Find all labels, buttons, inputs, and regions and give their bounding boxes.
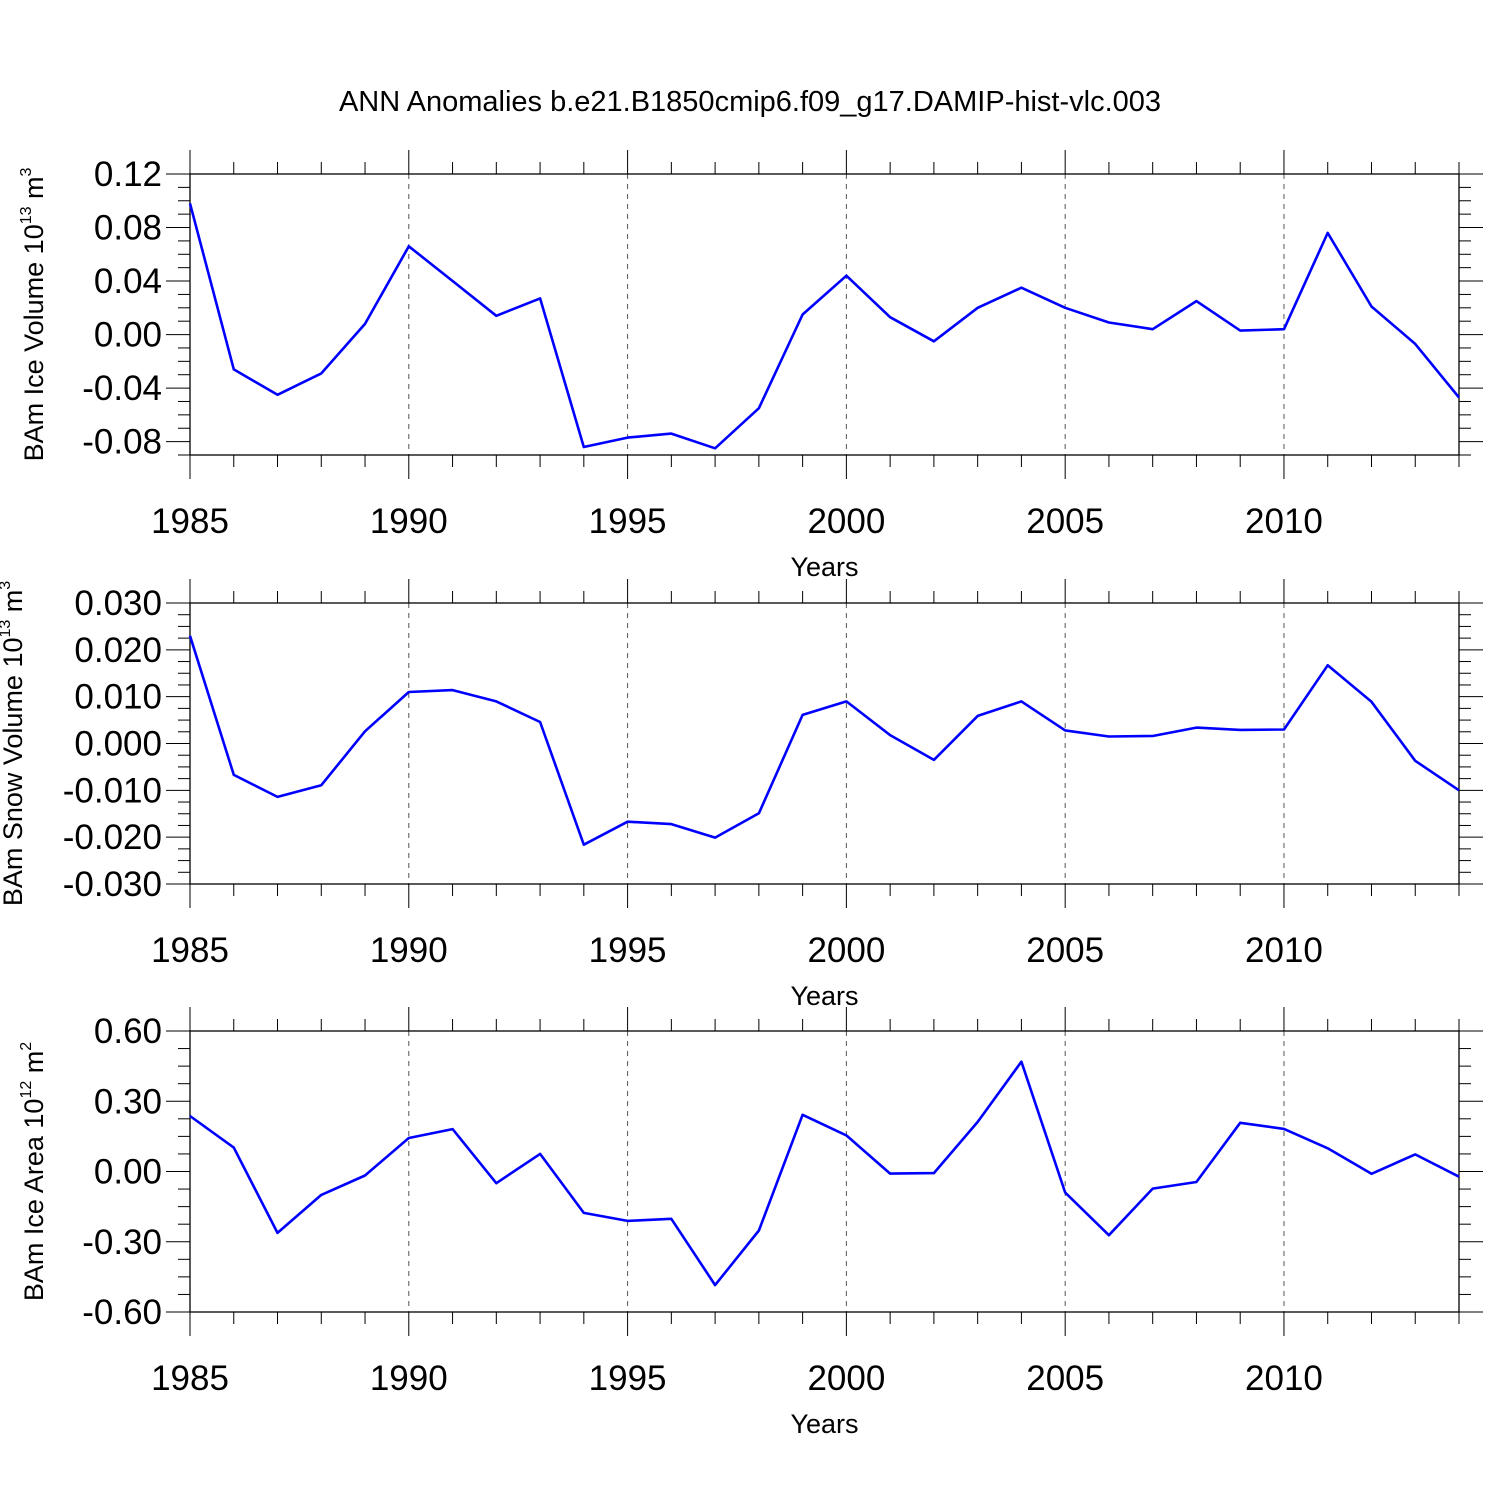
x-tick-label: 2005 — [1026, 1359, 1104, 1398]
x-axis-label: Years — [790, 981, 858, 1011]
y-tick-label: -0.030 — [63, 865, 162, 904]
x-tick-label: 1985 — [151, 502, 229, 541]
y-tick-label: 0.08 — [94, 209, 162, 248]
y-tick-label: 0.12 — [94, 155, 162, 194]
panel-1: 1985 1990 1995 2000 2005 2010 Years -0.08 -0.04 0… — [18, 150, 1483, 582]
panel-2: 1985 1990 1995 2000 2005 2010 Years -0.030 -0.02… — [0, 579, 1483, 1011]
y-tick-label: 0.030 — [74, 584, 162, 623]
x-axis-label: Years — [790, 1409, 858, 1439]
x-tick-label: 1985 — [151, 1359, 229, 1398]
x-tick-label: 2000 — [807, 502, 885, 541]
y-tick-label: -0.30 — [82, 1223, 162, 1262]
y-tick-label: 0.60 — [94, 1012, 162, 1051]
y-tick-label: -0.60 — [82, 1293, 162, 1332]
x-tick-label: 2010 — [1245, 931, 1323, 970]
x-tick-label: 2010 — [1245, 502, 1323, 541]
x-tick-label: 1995 — [589, 502, 667, 541]
x-tick-label: 2005 — [1026, 502, 1104, 541]
chart-title: ANN Anomalies b.e21.B1850cmip6.f09_g17.D… — [339, 86, 1161, 118]
plot-frame — [189, 173, 1460, 456]
y-tick-label: -0.010 — [63, 771, 162, 810]
y-tick-label: -0.04 — [82, 369, 162, 408]
x-tick-label: 1995 — [589, 1359, 667, 1398]
y-tick-label: 0.010 — [74, 678, 162, 717]
series-line — [188, 635, 1460, 847]
panel-3: 1985 1990 1995 2000 2005 2010 Years -0.60 -0.30 0… — [18, 1007, 1483, 1439]
x-tick-label: 1990 — [370, 931, 448, 970]
y-axis-label: BAm Ice Area 1012 m2 — [18, 1042, 49, 1301]
y-axis-label: BAm Snow Volume 1013 m3 — [0, 581, 28, 906]
x-axis-label: Years — [790, 552, 858, 582]
series-line — [188, 203, 1461, 450]
y-axis-label: BAm Ice Volume 1013 m3 — [18, 167, 49, 461]
x-tick-label: 2000 — [807, 1359, 885, 1398]
plot-frame — [189, 602, 1460, 885]
x-tick-label: 2010 — [1245, 1359, 1323, 1398]
y-tick-label: 0.020 — [74, 631, 162, 670]
y-tick-label: 0.00 — [94, 1153, 162, 1192]
x-tick-label: 1990 — [370, 1359, 448, 1398]
series-line — [189, 1060, 1460, 1287]
y-tick-label: 0.04 — [94, 262, 162, 301]
y-tick-label: 0.000 — [74, 725, 162, 764]
y-tick-label: 0.00 — [94, 316, 162, 355]
y-tick-label: -0.020 — [63, 818, 162, 857]
x-tick-label: 2000 — [807, 931, 885, 970]
plot-frame — [189, 1030, 1460, 1313]
y-tick-label: 0.30 — [94, 1082, 162, 1121]
x-tick-label: 1990 — [370, 502, 448, 541]
x-tick-label: 1985 — [151, 931, 229, 970]
x-tick-label: 1995 — [589, 931, 667, 970]
x-tick-label: 2005 — [1026, 931, 1104, 970]
y-tick-label: -0.08 — [82, 423, 162, 462]
